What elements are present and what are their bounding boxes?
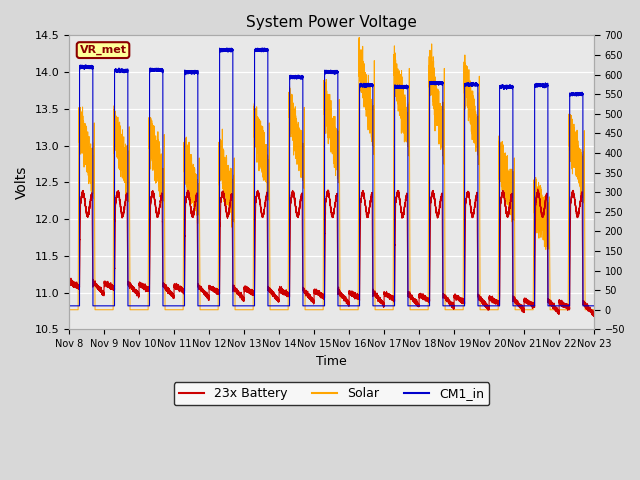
Y-axis label: Volts: Volts <box>15 166 29 199</box>
Legend: 23x Battery, Solar, CM1_in: 23x Battery, Solar, CM1_in <box>174 383 490 406</box>
Text: VR_met: VR_met <box>79 45 127 55</box>
Title: System Power Voltage: System Power Voltage <box>246 15 417 30</box>
X-axis label: Time: Time <box>316 355 347 368</box>
